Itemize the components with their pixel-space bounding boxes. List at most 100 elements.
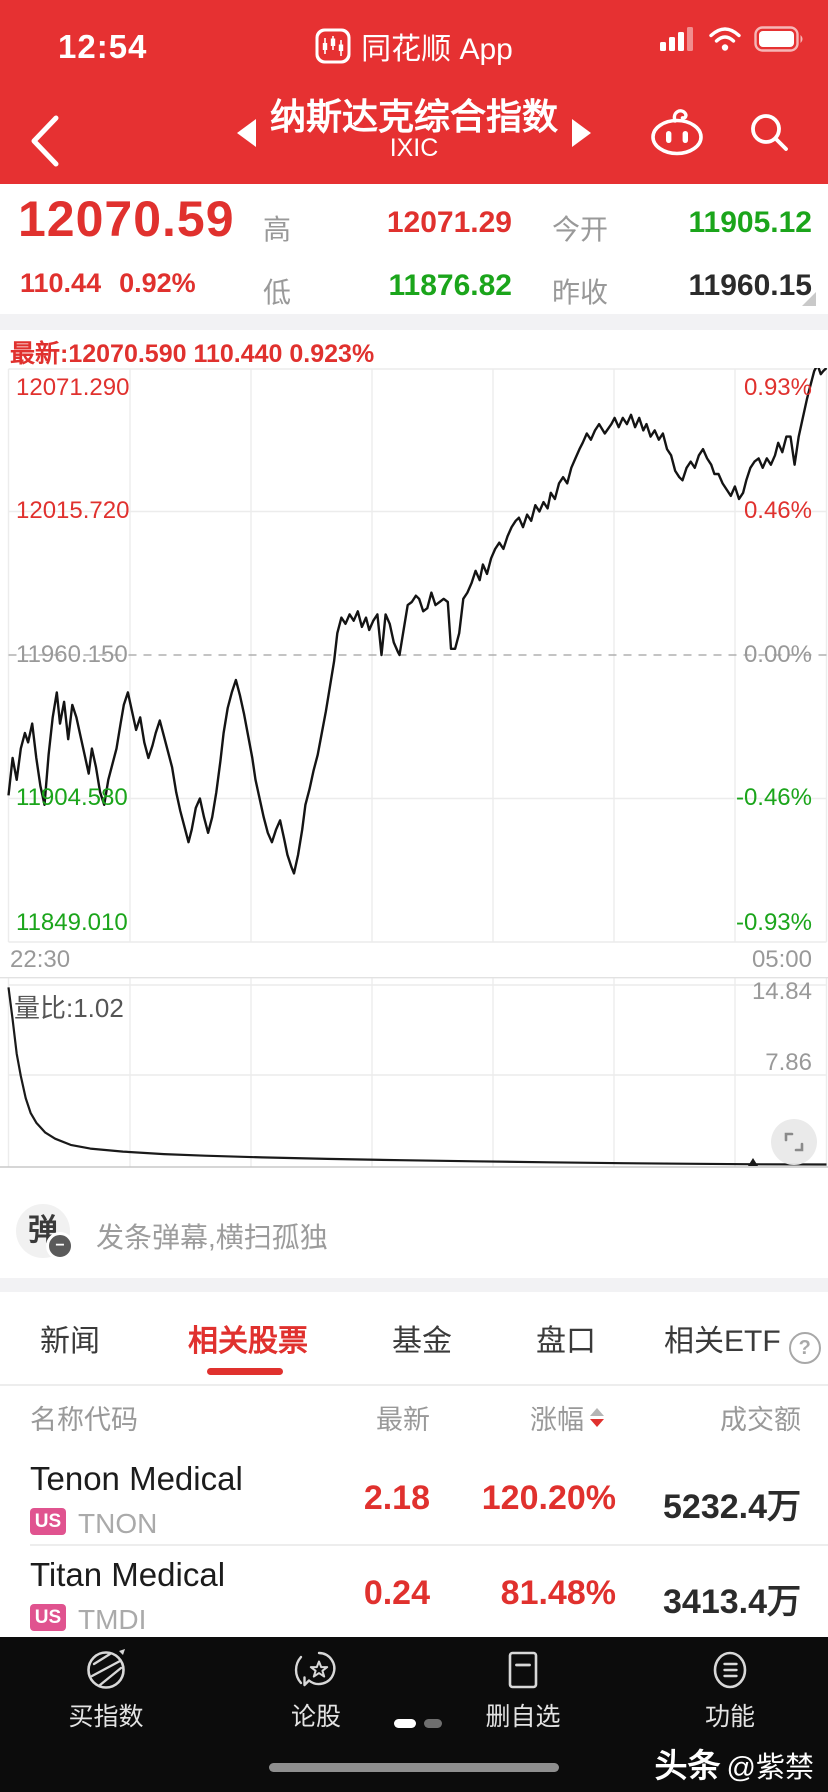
- stock-name: Titan Medical: [30, 1556, 226, 1593]
- danmu-off-badge: −: [46, 1232, 74, 1260]
- section-divider: [0, 314, 828, 330]
- status-app-banner[interactable]: 同花顺 App: [0, 24, 828, 72]
- time-start-label: 22:30: [10, 946, 71, 973]
- volume-y-label-2: 7.86: [765, 1049, 812, 1076]
- stock-code: TMDI: [78, 1604, 147, 1635]
- buy-index-button[interactable]: 买指数: [36, 1647, 176, 1733]
- forum-icon: [294, 1651, 336, 1687]
- col-name-code: 名称代码: [30, 1405, 138, 1435]
- open-value: 11905.12: [688, 206, 812, 239]
- next-index-button[interactable]: [572, 119, 591, 148]
- buy-index-icon: [87, 1649, 125, 1689]
- buy-index-label: 买指数: [68, 1703, 144, 1731]
- latest-readout: 最新:12070.590 110.440 0.923%: [10, 340, 375, 368]
- stock-code: TNON: [78, 1508, 158, 1539]
- status-icons: [660, 26, 806, 52]
- page-dot-inactive: [424, 1719, 442, 1728]
- volume-ratio-line: [7, 987, 827, 1166]
- status-app-name: 同花顺 App: [361, 33, 513, 66]
- low-label: 低: [263, 277, 292, 308]
- forum-label: 论股: [290, 1703, 341, 1731]
- functions-icon: [713, 1651, 747, 1689]
- stock-turnover: 5232.4万: [663, 1488, 801, 1526]
- time-end-label: 05:00: [751, 946, 812, 973]
- open-label: 今开: [552, 214, 609, 245]
- stock-change: 120.20%: [481, 1479, 616, 1517]
- battery-icon: [754, 26, 803, 52]
- low-value: 11876.82: [388, 269, 512, 302]
- market-badge: US: [30, 1508, 66, 1535]
- volume-y-label-1: 14.84: [751, 978, 812, 1005]
- watermark-handle: @紫禁: [726, 1752, 814, 1784]
- robot-assistant-icon[interactable]: [648, 108, 706, 158]
- high-value: 12071.29: [386, 206, 512, 239]
- col-change-sort[interactable]: 涨幅: [470, 1398, 604, 1437]
- expand-chart-button[interactable]: [771, 1119, 817, 1165]
- stock-last: 0.24: [363, 1574, 430, 1612]
- price-line: [7, 368, 828, 875]
- help-icon[interactable]: ?: [788, 1332, 821, 1364]
- stock-last: 2.18: [363, 1479, 430, 1517]
- functions-button[interactable]: 功能: [660, 1647, 800, 1733]
- high-label: 高: [263, 214, 292, 245]
- watermark-source: 头条: [654, 1747, 721, 1784]
- functions-label: 功能: [704, 1703, 755, 1731]
- row-separator: [30, 1544, 828, 1546]
- y-label-5: 11849.010: [16, 909, 128, 936]
- stock-change: 81.48%: [500, 1574, 616, 1612]
- forum-button[interactable]: 论股: [246, 1647, 386, 1733]
- status-time: 12:54: [58, 28, 148, 65]
- bottom-toolbar: 买指数 论股 删自选 功能: [0, 1637, 828, 1792]
- prev-close-value: 11960.15: [688, 269, 812, 302]
- y-label-3: 11960.150: [16, 641, 128, 668]
- stock-turnover: 3413.4万: [663, 1583, 801, 1621]
- remove-watchlist-button[interactable]: 删自选: [453, 1647, 593, 1733]
- pct-label-2: 0.46%: [743, 497, 812, 524]
- panel-resize-handle[interactable]: [802, 292, 816, 306]
- remove-watchlist-label: 删自选: [485, 1703, 561, 1731]
- remove-watchlist-icon: [508, 1651, 538, 1689]
- search-icon[interactable]: [746, 109, 794, 157]
- back-button[interactable]: [26, 112, 66, 170]
- pct-label-5: -0.93%: [735, 909, 812, 936]
- y-label-1: 12071.290: [16, 374, 130, 401]
- danmu-input-placeholder[interactable]: 发条弹幕,横扫孤独: [96, 1222, 328, 1253]
- col-turnover: 成交额: [720, 1405, 801, 1435]
- market-badge: US: [30, 1604, 66, 1631]
- prev-close-label: 昨收: [552, 277, 609, 308]
- section-divider-2: [0, 1278, 828, 1292]
- home-indicator[interactable]: [269, 1763, 559, 1772]
- stock-row-tmdi[interactable]: Titan Medical US TMDI 0.24 81.48% 3413.4…: [0, 1546, 828, 1637]
- sort-arrows-icon: [590, 1408, 604, 1427]
- volume-ratio-label: 量比:1.02: [14, 993, 124, 1023]
- fullscreen-corners-icon: [784, 1132, 804, 1152]
- prev-index-button[interactable]: [236, 119, 256, 148]
- last-price: 12070.59: [18, 191, 235, 247]
- wifi-icon: [709, 27, 741, 51]
- tab-related-stocks[interactable]: 相关股票: [188, 1325, 308, 1358]
- tab-news[interactable]: 新闻: [40, 1325, 100, 1358]
- page-title: 纳斯达克综合指数: [269, 96, 558, 137]
- tab-order-book[interactable]: 盘口: [536, 1325, 596, 1358]
- time-cursor-marker: [748, 1158, 758, 1166]
- volume-chart[interactable]: [0, 977, 828, 1168]
- stock-name: Tenon Medical: [30, 1460, 243, 1497]
- tab-funds[interactable]: 基金: [392, 1325, 452, 1358]
- quote-summary: 12070.59 110.44 0.92% 高 12071.29 今开 11905…: [0, 184, 828, 314]
- app-header: 12:54 同花顺 App: [0, 0, 828, 184]
- y-label-2: 12015.720: [16, 497, 130, 524]
- ths-app-icon: [315, 28, 351, 64]
- active-tab-underline: [207, 1368, 283, 1375]
- content-tabs: 新闻 相关股票 基金 盘口 相关ETF?: [0, 1292, 828, 1386]
- page-indicator: [394, 1719, 442, 1728]
- col-last: 最新: [376, 1405, 430, 1435]
- stock-row-tnon[interactable]: Tenon Medical US TNON 2.18 120.20% 5232.…: [0, 1448, 828, 1544]
- tab-related-etf[interactable]: 相关ETF?: [664, 1316, 821, 1364]
- danmu-toggle-button[interactable]: 弹 −: [16, 1204, 74, 1260]
- page-dot-active: [394, 1719, 416, 1728]
- price-change: 110.44 0.92%: [20, 268, 196, 298]
- pct-label-3: 0.00%: [743, 641, 812, 668]
- intraday-price-chart[interactable]: [0, 368, 828, 943]
- cellular-signal-icon: [660, 27, 693, 51]
